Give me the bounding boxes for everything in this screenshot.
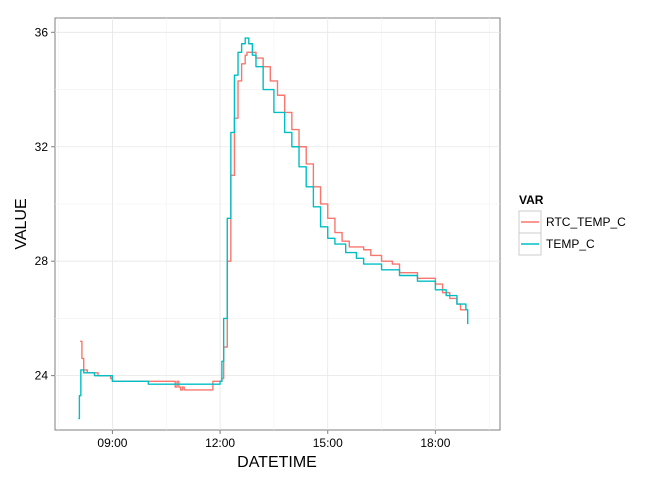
- legend-label-rtc-temp-c: RTC_TEMP_C: [546, 215, 626, 229]
- x-tick-label: 15:00: [313, 436, 343, 450]
- y-tick-label: 28: [35, 254, 49, 268]
- y-tick-label: 32: [35, 140, 49, 154]
- legend-label-temp-c: TEMP_C: [546, 237, 595, 251]
- legend-title: VAR: [519, 193, 544, 207]
- legend-item-temp-c: TEMP_C: [518, 232, 595, 256]
- x-axis-title: DATETIME: [237, 454, 317, 471]
- legend-item-rtc-temp-c: RTC_TEMP_C: [518, 210, 626, 234]
- x-tick-label: 18:00: [420, 436, 450, 450]
- y-tick-label: 36: [35, 25, 49, 39]
- legend: VAR RTC_TEMP_C TEMP_C: [518, 193, 626, 256]
- x-tick-label: 09:00: [97, 436, 127, 450]
- y-axis-title: VALUE: [13, 198, 30, 249]
- series-line-temp-c: [78, 37, 469, 420]
- y-tick-label: 24: [35, 369, 49, 383]
- axis-layer: 09:00 12:00 15:00 18:00 24 28 32 36: [35, 25, 451, 450]
- series-line-rtc-temp-c: [80, 51, 466, 391]
- x-tick-label: 12:00: [205, 436, 235, 450]
- series-layer: [78, 37, 469, 420]
- grid-layer: [55, 18, 500, 430]
- plot-panel: [54, 17, 501, 431]
